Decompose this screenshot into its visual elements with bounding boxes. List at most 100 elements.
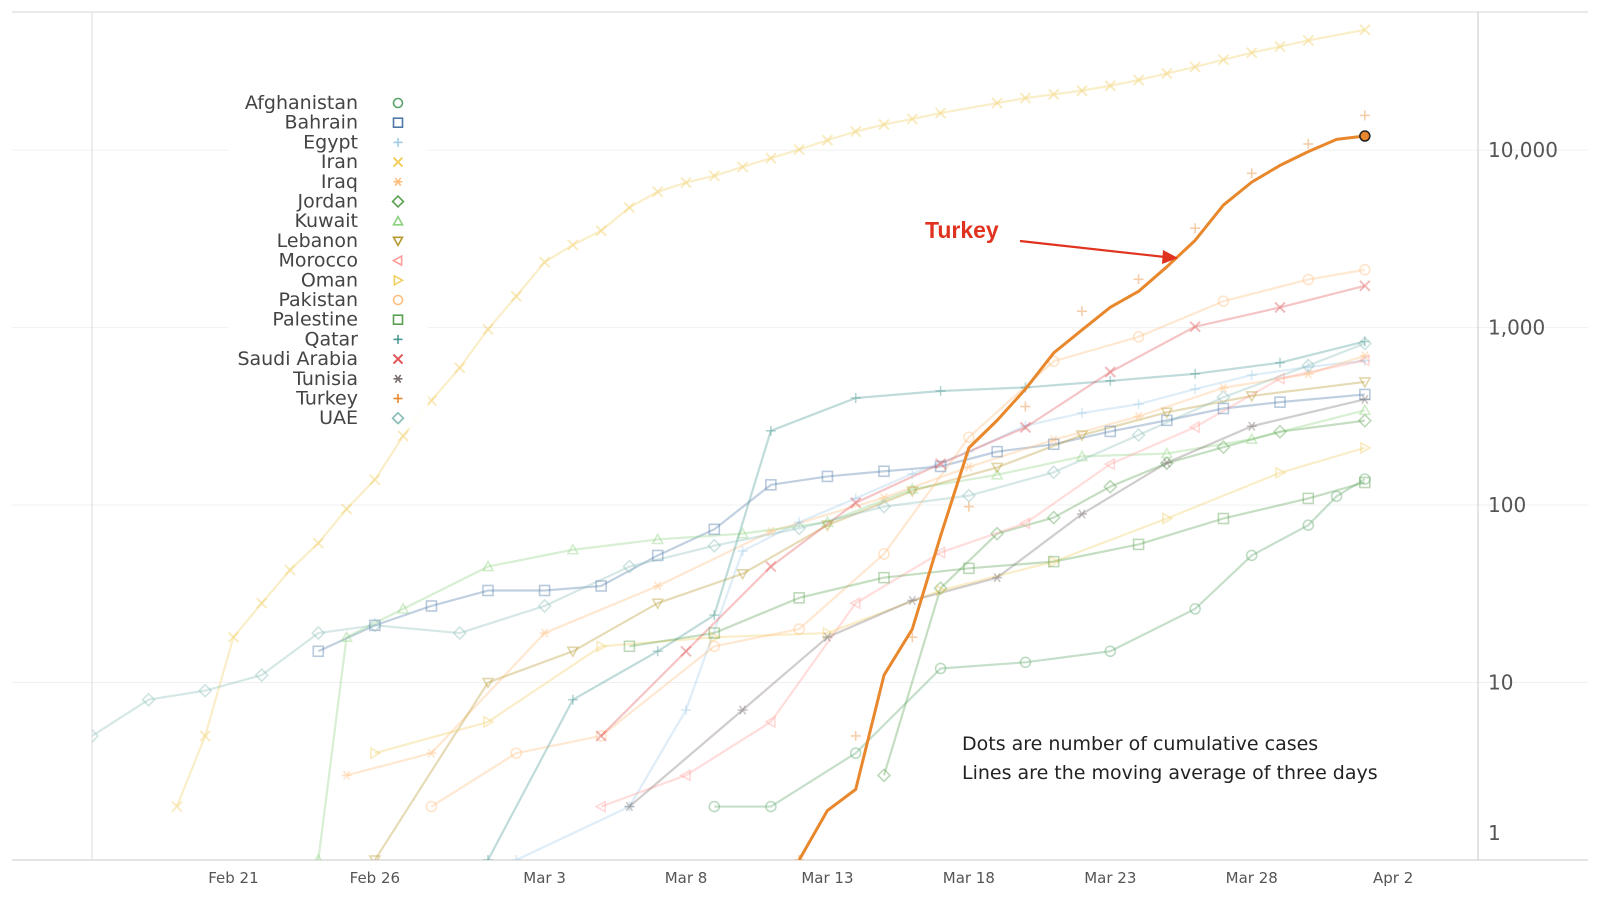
data-point-lebanon (651, 598, 665, 610)
data-point-iran (793, 143, 805, 156)
data-point-jordan (1159, 456, 1174, 471)
data-point-tunisia (1077, 509, 1087, 519)
legend-label-oman: Oman (301, 269, 358, 291)
legend-marker-uae (391, 411, 405, 425)
callout-arrow-head (1162, 250, 1178, 264)
series-lines (92, 28, 1366, 860)
series-line-uae (92, 342, 1366, 737)
data-point-uae (198, 683, 213, 698)
legend-marker-morocco (391, 254, 403, 267)
y-tick-label: 10 (1488, 671, 1513, 695)
legend-label-iran: Iran (321, 151, 358, 173)
data-point-bahrain (1104, 425, 1117, 438)
data-point-uae (537, 598, 552, 614)
data-point-iran (369, 473, 381, 486)
legend-label-egypt: Egypt (303, 131, 358, 153)
data-point-oman (1048, 555, 1061, 568)
data-point-morocco (1273, 372, 1285, 385)
tick-labels: 1 10 100 1,000 10,000 Feb 21 Feb 26 Mar 3 Mar 8 M… (208, 138, 1558, 887)
annotation-line-2: Lines are the moving average of three da… (962, 762, 1378, 784)
data-point-iran (652, 186, 664, 198)
data-point-bahrain (369, 619, 381, 632)
data-point-lebanon (1358, 377, 1372, 389)
series-line-pakistan (430, 268, 1366, 808)
data-point-egypt (681, 705, 691, 716)
data-point-palestine (1302, 492, 1315, 505)
data-point-pakistan (1359, 263, 1371, 276)
legend-marker-iraq (393, 177, 403, 187)
turkey-callout-label: Turkey (925, 217, 999, 243)
data-point-uae (1046, 465, 1061, 480)
y-tick-label: 100 (1488, 493, 1526, 517)
data-point-iran (623, 201, 636, 214)
data-point-pakistan (963, 431, 975, 444)
turkey-moving-average-line (797, 134, 1366, 860)
data-point-morocco (849, 596, 861, 610)
data-point-turkey (1020, 401, 1031, 412)
data-point-tunisia (1246, 421, 1257, 431)
data-point-qatar (850, 393, 861, 404)
data-point-saudi-arabia (595, 730, 607, 742)
data-point-iran (878, 118, 890, 131)
data-point-oman (483, 715, 495, 729)
data-point-bahrain (934, 460, 947, 473)
data-point-uae (1357, 336, 1372, 351)
data-point-kuwait (566, 543, 580, 555)
data-point-iran (567, 239, 579, 251)
data-point-afghanistan (849, 747, 862, 759)
data-point-pakistan (1132, 331, 1145, 343)
data-point-jordan (1103, 479, 1118, 494)
data-point-morocco (1018, 516, 1031, 530)
x-tick-label: Mar 3 (523, 869, 566, 887)
legend-label-bahrain: Bahrain (285, 112, 359, 134)
legend-marker-oman (393, 274, 405, 287)
data-point-pakistan (425, 800, 438, 813)
data-point-iran (171, 800, 183, 813)
data-point-tunisia (822, 632, 833, 642)
data-point-lebanon (1160, 407, 1174, 419)
data-point-kuwait (905, 482, 919, 494)
data-point-egypt (1303, 361, 1314, 372)
data-point-morocco (1103, 457, 1116, 471)
legend-label-pakistan: Pakistan (278, 289, 358, 311)
data-point-turkey (1190, 223, 1201, 234)
data-point-tunisia (737, 705, 748, 715)
legend-label-palestine: Palestine (272, 309, 358, 331)
data-point-iran (765, 152, 777, 164)
series-line-jordan (882, 419, 1365, 776)
data-point-uae (707, 538, 722, 553)
data-point-iraq (341, 770, 352, 781)
data-point-egypt (1190, 384, 1201, 395)
data-point-bahrain (821, 470, 834, 483)
data-point-palestine (1217, 512, 1230, 525)
data-point-egypt (850, 493, 861, 504)
data-point-uae (792, 521, 807, 536)
legend-label-jordan: Jordan (297, 191, 358, 213)
data-point-uae (1131, 427, 1146, 443)
data-point-afghanistan (765, 800, 777, 813)
data-point-jordan (1216, 440, 1231, 455)
data-point-uae (622, 559, 637, 574)
series-line-iran (175, 28, 1366, 807)
data-point-bahrain (538, 584, 551, 597)
data-point-iran (736, 161, 749, 173)
legend-label-iraq: Iraq (321, 171, 358, 193)
data-point-morocco (1358, 353, 1370, 367)
data-point-afghanistan (708, 800, 721, 813)
data-point-saudi-arabia (680, 645, 692, 657)
data-point-iran (991, 97, 1003, 109)
data-point-bahrain (595, 580, 607, 592)
data-point-oman (596, 639, 608, 653)
data-point-bahrain (991, 445, 1003, 458)
data-point-egypt (624, 801, 635, 812)
data-point-morocco (1188, 420, 1200, 434)
data-point-iran (510, 290, 522, 302)
data-point-pakistan (1302, 273, 1315, 286)
data-point-afghanistan (934, 662, 947, 675)
data-point-bahrain (1359, 388, 1371, 401)
data-point-iran (1019, 92, 1032, 104)
data-point-pakistan (878, 548, 890, 560)
data-point-lebanon (566, 646, 580, 658)
series-line-morocco (600, 359, 1366, 808)
data-point-palestine (878, 571, 890, 584)
